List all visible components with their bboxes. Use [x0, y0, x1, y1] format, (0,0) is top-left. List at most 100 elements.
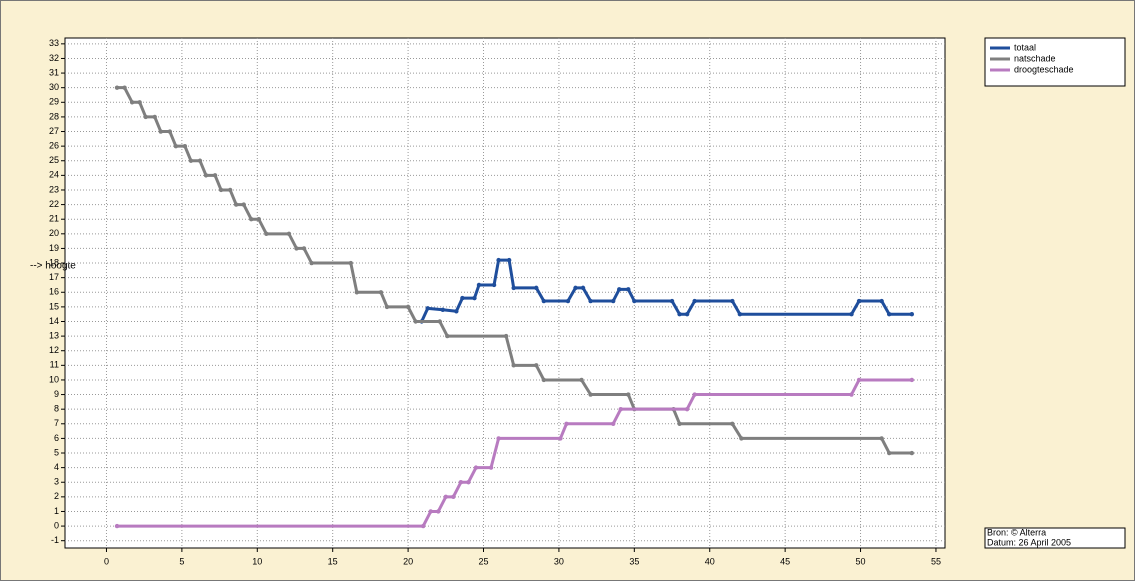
- data-point: [203, 173, 209, 178]
- data-point: [541, 298, 547, 304]
- data-point: [692, 298, 697, 304]
- y-tick-label: 30: [49, 82, 59, 92]
- data-point: [420, 523, 426, 529]
- data-point: [143, 114, 148, 120]
- y-tick-label: 24: [49, 170, 59, 180]
- y-tick-label: 31: [49, 67, 59, 77]
- data-point: [684, 406, 690, 412]
- y-tick-label: 18: [49, 257, 59, 267]
- legend: [984, 37, 1126, 87]
- data-point: [436, 509, 441, 514]
- data-point: [491, 282, 497, 288]
- data-point: [856, 298, 862, 304]
- data-point: [534, 285, 539, 291]
- x-tick-label: 20: [403, 556, 413, 566]
- data-point: [579, 377, 584, 383]
- data-point: [152, 114, 157, 120]
- x-tick-label: 15: [328, 556, 338, 566]
- legend-label: totaal: [1014, 42, 1036, 52]
- data-point: [588, 298, 593, 304]
- data-point: [167, 129, 173, 134]
- data-point: [849, 392, 854, 397]
- data-point: [677, 421, 682, 426]
- y-tick-label: 28: [49, 111, 59, 121]
- data-point: [405, 304, 411, 310]
- data-point: [443, 494, 449, 500]
- data-point: [158, 129, 163, 134]
- data-point: [218, 187, 224, 193]
- data-point: [122, 85, 127, 90]
- data-point: [617, 287, 622, 292]
- data-point: [348, 260, 353, 266]
- data-point: [632, 298, 637, 304]
- data-point: [611, 298, 616, 304]
- x-tick-label: 40: [705, 556, 715, 566]
- data-point: [626, 392, 631, 397]
- data-point: [173, 143, 179, 149]
- data-point: [437, 319, 442, 324]
- data-point: [197, 158, 203, 163]
- y-tick-label: 25: [49, 155, 59, 165]
- y-tick-label: 33: [49, 38, 59, 48]
- data-point: [476, 282, 482, 288]
- data-point: [909, 311, 915, 317]
- x-tick-label: 45: [780, 556, 790, 566]
- data-point: [182, 143, 188, 149]
- legend-label: natschade: [1014, 53, 1056, 63]
- data-point: [212, 173, 218, 178]
- y-tick-label: 19: [49, 243, 59, 253]
- y-tick-label: 27: [49, 126, 59, 136]
- y-tick-label: 26: [49, 141, 59, 151]
- y-tick-label: 12: [49, 345, 59, 355]
- y-tick-label: 16: [49, 287, 59, 297]
- source: Bron: © Alterra: [987, 527, 1046, 537]
- y-tick-label: 20: [49, 228, 59, 238]
- data-point: [137, 100, 142, 105]
- data-point: [737, 311, 743, 317]
- data-point: [249, 217, 254, 222]
- data-point: [233, 202, 239, 207]
- x-tick-label: 55: [931, 556, 941, 566]
- legend-label: droogteschade: [1014, 64, 1074, 74]
- data-point: [909, 450, 915, 456]
- y-tick-label: 10: [49, 374, 59, 384]
- data-point: [425, 306, 430, 311]
- y-tick-label: 9: [54, 389, 59, 399]
- data-point: [466, 480, 471, 485]
- data-point: [488, 465, 494, 470]
- y-tick-label: 17: [49, 272, 59, 282]
- data-point: [458, 480, 464, 485]
- x-tick-label: 30: [554, 556, 564, 566]
- x-tick-label: 5: [179, 556, 184, 566]
- x-tick-label: 10: [252, 556, 262, 566]
- data-point: [856, 377, 862, 383]
- data-point: [626, 287, 631, 292]
- plot-area: [64, 37, 946, 549]
- data-point: [739, 436, 744, 441]
- data-point: [454, 309, 459, 314]
- data-point: [573, 285, 578, 291]
- data-point: [506, 257, 512, 263]
- data-point: [618, 406, 623, 412]
- data-point: [114, 523, 120, 529]
- data-point: [564, 421, 569, 426]
- data-point: [354, 290, 360, 295]
- data-point: [451, 494, 456, 500]
- y-axis-label: --> hoogte: [30, 261, 76, 272]
- y-tick-label: 15: [49, 301, 59, 311]
- data-point: [301, 246, 307, 251]
- data-point: [294, 246, 299, 251]
- data-point: [730, 421, 735, 426]
- source-box: [984, 527, 1126, 549]
- data-point: [472, 295, 477, 301]
- data-point: [503, 333, 509, 339]
- y-tick-label: 23: [49, 184, 59, 194]
- data-point: [677, 311, 682, 317]
- data-point: [188, 158, 194, 163]
- y-tick-label: 5: [54, 447, 59, 457]
- y-tick-label: 32: [49, 53, 59, 63]
- data-point: [129, 100, 135, 105]
- date: Datum: 26 April 2005: [987, 537, 1071, 547]
- data-point: [460, 295, 465, 301]
- data-point: [611, 421, 616, 426]
